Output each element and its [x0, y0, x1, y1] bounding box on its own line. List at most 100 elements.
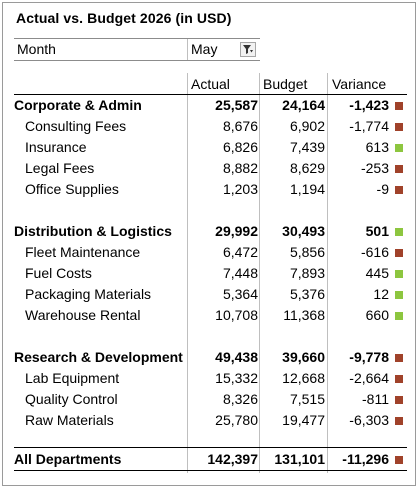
variance-status-indicator — [395, 375, 403, 383]
variance-status-indicator — [395, 186, 403, 194]
budget-value: 7,515 — [289, 391, 325, 407]
group-row: Corporate & Admin 25,587 24,164 -1,423 — [3, 95, 415, 116]
actual-value: 142,397 — [207, 451, 258, 467]
row-label: Fleet Maintenance — [25, 244, 141, 260]
row-label: Lab Equipment — [25, 370, 120, 386]
report-panel: Actual vs. Budget 2026 (in USD) Month Ma… — [2, 2, 416, 486]
header-underline — [14, 94, 407, 95]
budget-value: 7,439 — [289, 139, 325, 155]
actual-value: 6,472 — [222, 244, 258, 260]
column-divider-2 — [259, 73, 260, 473]
row-label: Quality Control — [25, 391, 118, 407]
actual-value: 7,448 — [222, 265, 258, 281]
total-bottom-border — [14, 470, 407, 471]
table-row: Fuel Costs 7,448 7,893 445 — [3, 263, 415, 284]
column-divider-3 — [327, 73, 328, 473]
row-label: Corporate & Admin — [14, 97, 142, 113]
actual-value: 8,676 — [222, 118, 258, 134]
variance-value: -811 — [362, 391, 389, 407]
column-header-variance: Variance — [332, 76, 387, 92]
actual-value: 8,326 — [222, 391, 258, 407]
variance-status-indicator — [395, 228, 403, 236]
actual-value: 29,992 — [215, 223, 258, 239]
variance-status-indicator — [395, 312, 403, 320]
budget-value: 11,368 — [283, 307, 325, 323]
variance-value: -2,664 — [349, 370, 389, 386]
budget-value: 131,101 — [274, 451, 325, 467]
variance-status-indicator — [395, 123, 403, 131]
budget-value: 1,194 — [289, 181, 325, 197]
variance-status-indicator — [395, 270, 403, 278]
filter-dropdown-button[interactable] — [240, 42, 256, 57]
budget-value: 12,668 — [282, 370, 325, 386]
filter-divider — [187, 39, 188, 60]
group-row: Research & Development 49,438 39,660 -9,778 — [3, 347, 415, 368]
budget-value: 39,660 — [282, 349, 325, 365]
row-label: Insurance — [25, 139, 87, 155]
column-divider-1 — [187, 73, 188, 473]
actual-value: 10,708 — [215, 307, 258, 323]
row-label: Legal Fees — [25, 160, 95, 176]
variance-value: -253 — [360, 160, 389, 176]
variance-value: -9 — [376, 181, 389, 197]
variance-status-indicator — [395, 102, 403, 110]
variance-value: 445 — [365, 265, 389, 281]
row-label: Fuel Costs — [25, 265, 92, 281]
row-label: Packaging Materials — [25, 286, 152, 302]
actual-value: 15,332 — [215, 370, 258, 386]
variance-status-indicator — [395, 354, 403, 362]
table-row: Insurance 6,826 7,439 613 — [3, 137, 415, 158]
filter-label: Month — [17, 41, 56, 57]
variance-value: -1,774 — [349, 118, 389, 134]
variance-status-indicator — [395, 456, 403, 464]
row-label: All Departments — [14, 451, 122, 467]
variance-status-indicator — [395, 144, 403, 152]
budget-value: 24,164 — [282, 97, 325, 113]
table-row: Lab Equipment 15,332 12,668 -2,664 — [3, 368, 415, 389]
variance-value: 660 — [365, 307, 389, 323]
actual-value: 6,826 — [222, 139, 258, 155]
report-title: Actual vs. Budget 2026 (in USD) — [16, 10, 232, 26]
total-top-border — [14, 447, 407, 448]
actual-value: 5,364 — [222, 286, 258, 302]
filter-bottom-border — [14, 60, 260, 61]
variance-value: -1,423 — [349, 97, 389, 113]
group-row: Distribution & Logistics 29,992 30,493 501 — [3, 221, 415, 242]
row-label: Consulting Fees — [25, 118, 127, 134]
budget-value: 5,376 — [289, 286, 325, 302]
variance-value: 501 — [365, 223, 389, 239]
column-header-budget: Budget — [263, 76, 308, 92]
actual-value: 25,780 — [215, 412, 258, 428]
budget-value: 30,493 — [282, 223, 325, 239]
variance-value: 613 — [365, 139, 389, 155]
budget-value: 7,893 — [289, 265, 325, 281]
column-header-actual: Actual — [191, 76, 230, 92]
row-label: Distribution & Logistics — [14, 223, 172, 239]
row-label: Raw Materials — [25, 412, 114, 428]
filter-top-border — [14, 38, 260, 39]
row-label: Warehouse Rental — [25, 307, 141, 323]
table-row: Consulting Fees 8,676 6,902 -1,774 — [3, 116, 415, 137]
variance-status-indicator — [395, 396, 403, 404]
month-filter-value[interactable]: May — [191, 41, 218, 57]
budget-value: 5,856 — [289, 244, 325, 260]
actual-value: 1,203 — [222, 181, 258, 197]
variance-value: 12 — [373, 286, 389, 302]
table-row: Packaging Materials 5,364 5,376 12 — [3, 284, 415, 305]
variance-status-indicator — [395, 165, 403, 173]
table-row: Legal Fees 8,882 8,629 -253 — [3, 158, 415, 179]
variance-status-indicator — [395, 249, 403, 257]
variance-value: -9,778 — [349, 349, 389, 365]
actual-value: 8,882 — [222, 160, 258, 176]
variance-status-indicator — [395, 417, 403, 425]
row-label: Office Supplies — [25, 181, 119, 197]
variance-status-indicator — [395, 291, 403, 299]
actual-value: 49,438 — [215, 349, 258, 365]
total-row: All Departments 142,397 131,101 -11,296 — [3, 449, 415, 470]
budget-value: 6,902 — [289, 118, 325, 134]
table-row: Warehouse Rental 10,708 11,368 660 — [3, 305, 415, 326]
table-row: Quality Control 8,326 7,515 -811 — [3, 389, 415, 410]
filter-funnel-icon — [243, 45, 253, 54]
budget-value: 8,629 — [289, 160, 325, 176]
table-row: Raw Materials 25,780 19,477 -6,303 — [3, 410, 415, 431]
